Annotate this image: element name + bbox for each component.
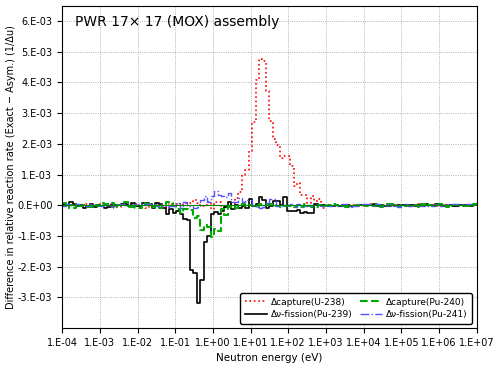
Δcapture(Pu-240) xyxy=(87,205,93,210)
Δν-fission(Pu-241) xyxy=(336,203,342,208)
Legend: Δcapture(U-238), Δν-fission(Pu-239), Δcapture(Pu-240), Δν-fission(Pu-241): Δcapture(U-238), Δν-fission(Pu-239), Δca… xyxy=(240,293,472,324)
Δν-fission(Pu-239) xyxy=(194,300,200,305)
Δν-fission(Pu-241) xyxy=(190,206,196,210)
Δcapture(Pu-240) xyxy=(474,201,480,206)
Δν-fission(Pu-241) xyxy=(87,202,93,206)
Text: PWR 17× 17 (MOX) assembly: PWR 17× 17 (MOX) assembly xyxy=(74,15,279,29)
Δcapture(Pu-240) xyxy=(336,204,342,208)
Δcapture(U-238) xyxy=(59,203,65,207)
X-axis label: Neutron energy (eV): Neutron energy (eV) xyxy=(216,354,322,363)
Δν-fission(Pu-239) xyxy=(59,202,65,206)
Δcapture(U-238) xyxy=(125,202,131,206)
Δcapture(Pu-240) xyxy=(446,203,452,208)
Δν-fission(Pu-239) xyxy=(446,203,452,207)
Δν-fission(Pu-241) xyxy=(125,203,131,207)
Δcapture(Pu-240) xyxy=(163,200,169,204)
Line: Δcapture(Pu-240): Δcapture(Pu-240) xyxy=(62,202,476,238)
Δcapture(Pu-240) xyxy=(208,235,214,240)
Δcapture(U-238) xyxy=(76,203,82,207)
Δcapture(Pu-240) xyxy=(201,223,207,227)
Δν-fission(Pu-241) xyxy=(474,203,480,208)
Δcapture(U-238) xyxy=(87,201,93,206)
Δν-fission(Pu-239) xyxy=(474,203,480,207)
Δν-fission(Pu-241) xyxy=(211,189,217,193)
Δν-fission(Pu-239) xyxy=(201,239,207,244)
Δν-fission(Pu-239) xyxy=(336,203,342,208)
Line: Δν-fission(Pu-241): Δν-fission(Pu-241) xyxy=(62,191,476,208)
Δν-fission(Pu-239) xyxy=(280,194,286,199)
Y-axis label: Difference in relative reaction rate (Exact − Asym.) (1/Δu): Difference in relative reaction rate (Ex… xyxy=(6,25,16,309)
Δν-fission(Pu-241) xyxy=(446,203,452,207)
Δcapture(Pu-240) xyxy=(125,204,131,209)
Δcapture(U-238) xyxy=(256,56,262,61)
Δν-fission(Pu-239) xyxy=(125,203,131,208)
Δν-fission(Pu-239) xyxy=(87,202,93,207)
Δcapture(U-238) xyxy=(201,203,207,207)
Line: Δν-fission(Pu-239): Δν-fission(Pu-239) xyxy=(62,197,476,303)
Line: Δcapture(U-238): Δcapture(U-238) xyxy=(62,59,476,210)
Δcapture(U-238) xyxy=(176,207,182,212)
Δν-fission(Pu-241) xyxy=(59,204,65,208)
Δν-fission(Pu-241) xyxy=(201,194,207,199)
Δcapture(U-238) xyxy=(336,203,342,208)
Δcapture(U-238) xyxy=(474,203,480,207)
Δcapture(U-238) xyxy=(446,203,452,207)
Δcapture(Pu-240) xyxy=(59,201,65,205)
Δcapture(Pu-240) xyxy=(76,204,82,208)
Δν-fission(Pu-241) xyxy=(76,203,82,208)
Δν-fission(Pu-239) xyxy=(76,203,82,207)
